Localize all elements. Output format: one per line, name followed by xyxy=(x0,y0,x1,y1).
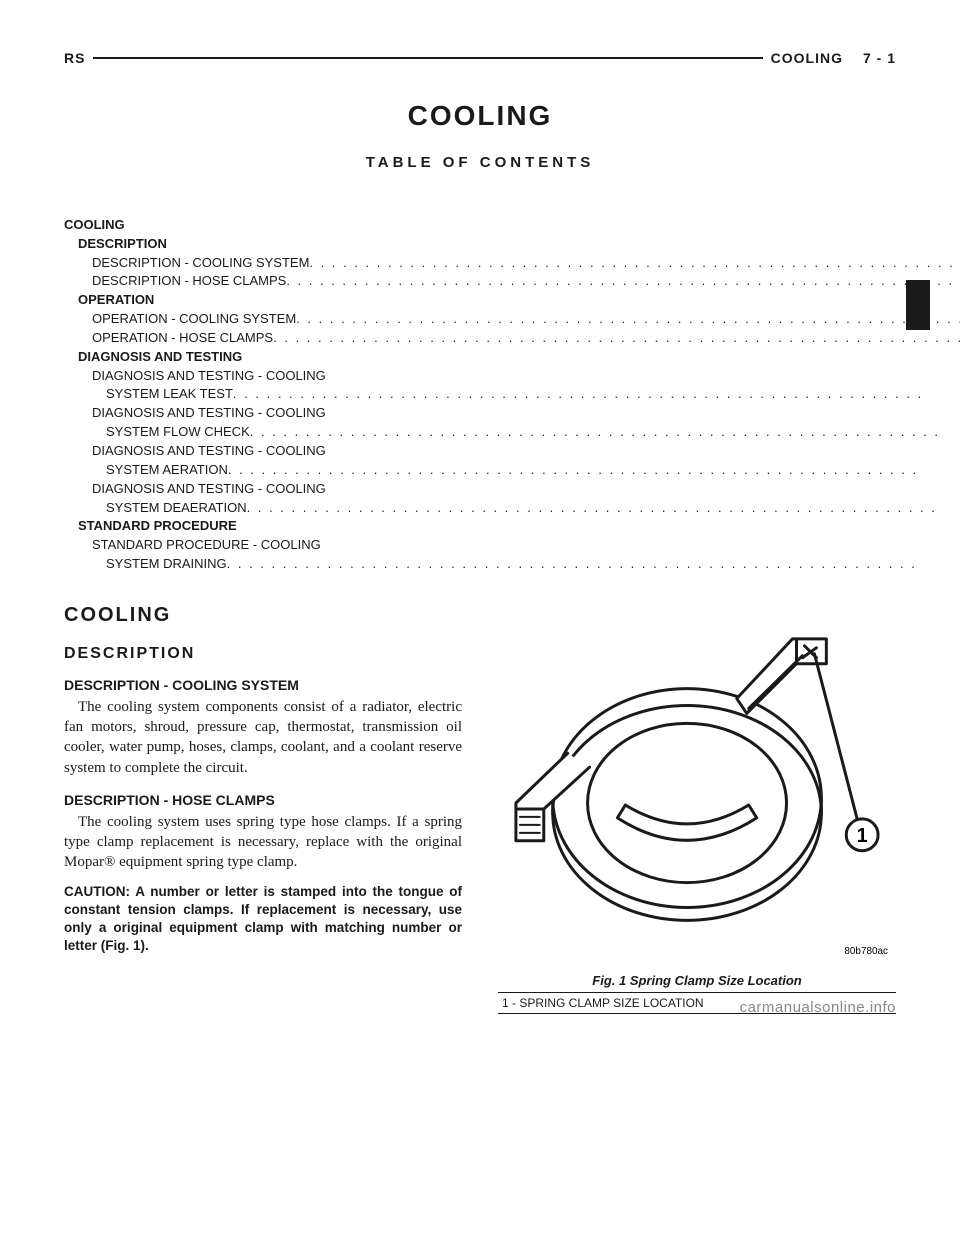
toc-label: DESCRIPTION - HOSE CLAMPS xyxy=(64,272,286,291)
toc-entry: DIAGNOSIS AND TESTING - COOLING xyxy=(64,404,960,423)
toc-dots xyxy=(296,310,960,329)
toc-label: SYSTEM AERATION xyxy=(64,461,228,480)
toc-entry: DIAGNOSIS AND TESTING - COOLING xyxy=(64,480,960,499)
toc-entry: DESCRIPTION xyxy=(64,235,960,254)
page-header: RS COOLING 7 - 1 xyxy=(64,50,896,66)
toc-entry: OPERATION xyxy=(64,291,960,310)
spring-clamp-diagram: 1 80b780ac xyxy=(498,604,896,962)
toc-col-left: page COOLINGDESCRIPTIONDESCRIPTION - COO… xyxy=(64,189,960,574)
section-heading: COOLING xyxy=(64,604,462,627)
toc-label: COOLING xyxy=(64,216,125,235)
toc-heading: TABLE OF CONTENTS xyxy=(64,154,896,171)
toc-label: STANDARD PROCEDURE - COOLING xyxy=(64,536,321,555)
header-rule xyxy=(93,57,762,59)
toc-label: DIAGNOSIS AND TESTING - COOLING xyxy=(64,404,326,423)
toc-entry: SYSTEM FLOW CHECK3 xyxy=(64,423,960,442)
toc-label: SYSTEM DEAERATION xyxy=(64,499,247,518)
toc-entry: DIAGNOSIS AND TESTING - COOLING xyxy=(64,442,960,461)
toc-page-label-left: page xyxy=(64,189,960,208)
toc-label: STANDARD PROCEDURE xyxy=(64,517,237,536)
toc-label: DIAGNOSIS AND TESTING - COOLING xyxy=(64,367,326,386)
toc-dots xyxy=(228,461,960,480)
toc-entry: STANDARD PROCEDURE xyxy=(64,517,960,536)
toc-dots xyxy=(273,329,960,348)
toc-dots xyxy=(247,499,960,518)
toc-entry: STANDARD PROCEDURE - COOLING xyxy=(64,536,960,555)
header-page-number: 7 - 1 xyxy=(863,50,896,66)
figure-code: 80b780ac xyxy=(844,946,888,957)
toc-dots xyxy=(286,272,960,291)
figure-1: 1 80b780ac Fig. 1 Spring Clamp Size Loca… xyxy=(498,604,896,1014)
footer-watermark: carmanualsonline.info xyxy=(740,999,896,1016)
toc-entry: SYSTEM LEAK TEST2 xyxy=(64,385,960,404)
toc-entry: DESCRIPTION - HOSE CLAMPS1 xyxy=(64,272,960,291)
side-tab xyxy=(906,280,930,330)
toc-entry: OPERATION - HOSE CLAMPS2 xyxy=(64,329,960,348)
figure-caption: Fig. 1 Spring Clamp Size Location xyxy=(498,973,896,988)
toc-entry: DESCRIPTION - COOLING SYSTEM1 xyxy=(64,254,960,273)
toc-entry: SYSTEM DRAINING4 xyxy=(64,555,960,574)
toc-dots xyxy=(309,254,960,273)
toc-label: SYSTEM LEAK TEST xyxy=(64,385,233,404)
toc-entry: SYSTEM DEAERATION4 xyxy=(64,499,960,518)
toc-entry: DIAGNOSIS AND TESTING xyxy=(64,348,960,367)
toc-label: DIAGNOSIS AND TESTING xyxy=(64,348,242,367)
header-section: COOLING xyxy=(771,50,843,66)
toc-entry: COOLING xyxy=(64,216,960,235)
caution-text: CAUTION: A number or letter is stamped i… xyxy=(64,883,462,956)
toc-label: DESCRIPTION - COOLING SYSTEM xyxy=(64,254,309,273)
toc-label: OPERATION xyxy=(64,291,154,310)
service-manual-page: RS COOLING 7 - 1 COOLING TABLE OF CONTEN… xyxy=(0,0,960,1034)
toc-label: DIAGNOSIS AND TESTING - COOLING xyxy=(64,480,326,499)
paragraph-2: The cooling system uses spring type hose… xyxy=(64,812,462,873)
toc-dots xyxy=(250,423,960,442)
toc-dots xyxy=(227,555,960,574)
toc-columns: page COOLINGDESCRIPTIONDESCRIPTION - COO… xyxy=(64,189,896,574)
toc-label: SYSTEM DRAINING xyxy=(64,555,227,574)
subsection-heading: DESCRIPTION xyxy=(64,645,462,663)
toc-entry: OPERATION - COOLING SYSTEM2 xyxy=(64,310,960,329)
toc-label: OPERATION - HOSE CLAMPS xyxy=(64,329,273,348)
callout-1: 1 xyxy=(857,825,868,847)
toc-entry: DIAGNOSIS AND TESTING - COOLING xyxy=(64,367,960,386)
body-left-column: COOLING DESCRIPTION DESCRIPTION - COOLIN… xyxy=(64,604,462,1014)
body-columns: COOLING DESCRIPTION DESCRIPTION - COOLIN… xyxy=(64,604,896,1014)
toc-label: DESCRIPTION xyxy=(64,235,167,254)
body-right-column: 1 80b780ac Fig. 1 Spring Clamp Size Loca… xyxy=(498,604,896,1014)
toc-label: OPERATION - COOLING SYSTEM xyxy=(64,310,296,329)
toc-entry: SYSTEM AERATION4 xyxy=(64,461,960,480)
toc-dots xyxy=(233,385,960,404)
header-left: RS xyxy=(64,50,85,66)
toc-label: SYSTEM FLOW CHECK xyxy=(64,423,250,442)
paragraph-1: The cooling system components consist of… xyxy=(64,697,462,778)
toc-label: DIAGNOSIS AND TESTING - COOLING xyxy=(64,442,326,461)
topic-heading-2: DESCRIPTION - HOSE CLAMPS xyxy=(64,792,462,808)
topic-heading-1: DESCRIPTION - COOLING SYSTEM xyxy=(64,677,462,693)
page-title: COOLING xyxy=(64,100,896,132)
